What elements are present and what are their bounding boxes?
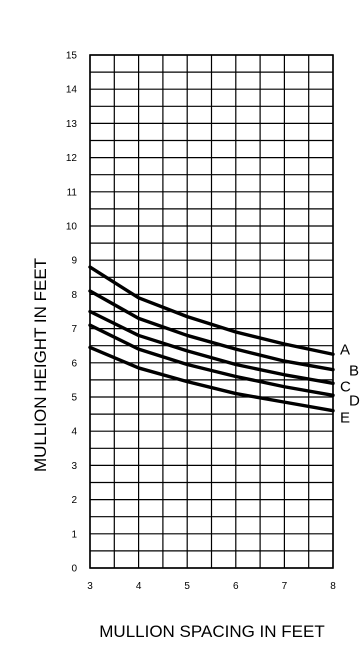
y-tick-label: 6 bbox=[71, 358, 77, 369]
series-line-b bbox=[88, 289, 335, 372]
y-tick-label: 14 bbox=[66, 85, 78, 96]
series-line-a bbox=[88, 265, 335, 356]
series-line-e bbox=[88, 345, 335, 413]
y-tick-label: 1 bbox=[71, 529, 77, 540]
grid bbox=[89, 54, 334, 569]
y-tick-label: 9 bbox=[71, 256, 77, 267]
series-line-c bbox=[88, 309, 335, 386]
x-tick-label: 4 bbox=[136, 581, 142, 592]
x-tick-labels: 3 4 5 6 7 8 bbox=[87, 581, 336, 592]
x-tick-label: 7 bbox=[282, 581, 288, 592]
x-tick-label: 8 bbox=[330, 581, 336, 592]
y-axis-title: MULLION HEIGHT IN FEET bbox=[31, 258, 50, 472]
y-tick-label: 0 bbox=[71, 564, 77, 575]
x-axis-title: MULLION SPACING IN FEET bbox=[99, 622, 324, 641]
y-tick-label: 5 bbox=[71, 393, 77, 404]
series-line-d bbox=[88, 323, 335, 397]
y-tick-label: 3 bbox=[71, 461, 77, 472]
y-tick-label: 10 bbox=[66, 222, 78, 233]
y-tick-label: 8 bbox=[71, 290, 77, 301]
series-label-a: A bbox=[340, 341, 350, 358]
y-tick-label: 15 bbox=[66, 51, 78, 62]
series-lines bbox=[88, 265, 335, 413]
series-label-e: E bbox=[340, 410, 350, 427]
y-tick-label: 13 bbox=[66, 119, 78, 130]
series-label-c: C bbox=[340, 378, 351, 395]
y-tick-label: 11 bbox=[67, 187, 78, 198]
x-tick-label: 6 bbox=[233, 581, 239, 592]
y-tick-label: 2 bbox=[71, 495, 77, 506]
x-tick-label: 5 bbox=[184, 581, 190, 592]
y-tick-label: 4 bbox=[71, 427, 77, 438]
y-tick-label: 7 bbox=[71, 324, 77, 335]
series-label-d: D bbox=[349, 392, 360, 409]
y-tick-label: 12 bbox=[66, 153, 78, 164]
x-tick-label: 3 bbox=[87, 581, 93, 592]
series-label-b: B bbox=[349, 363, 359, 380]
